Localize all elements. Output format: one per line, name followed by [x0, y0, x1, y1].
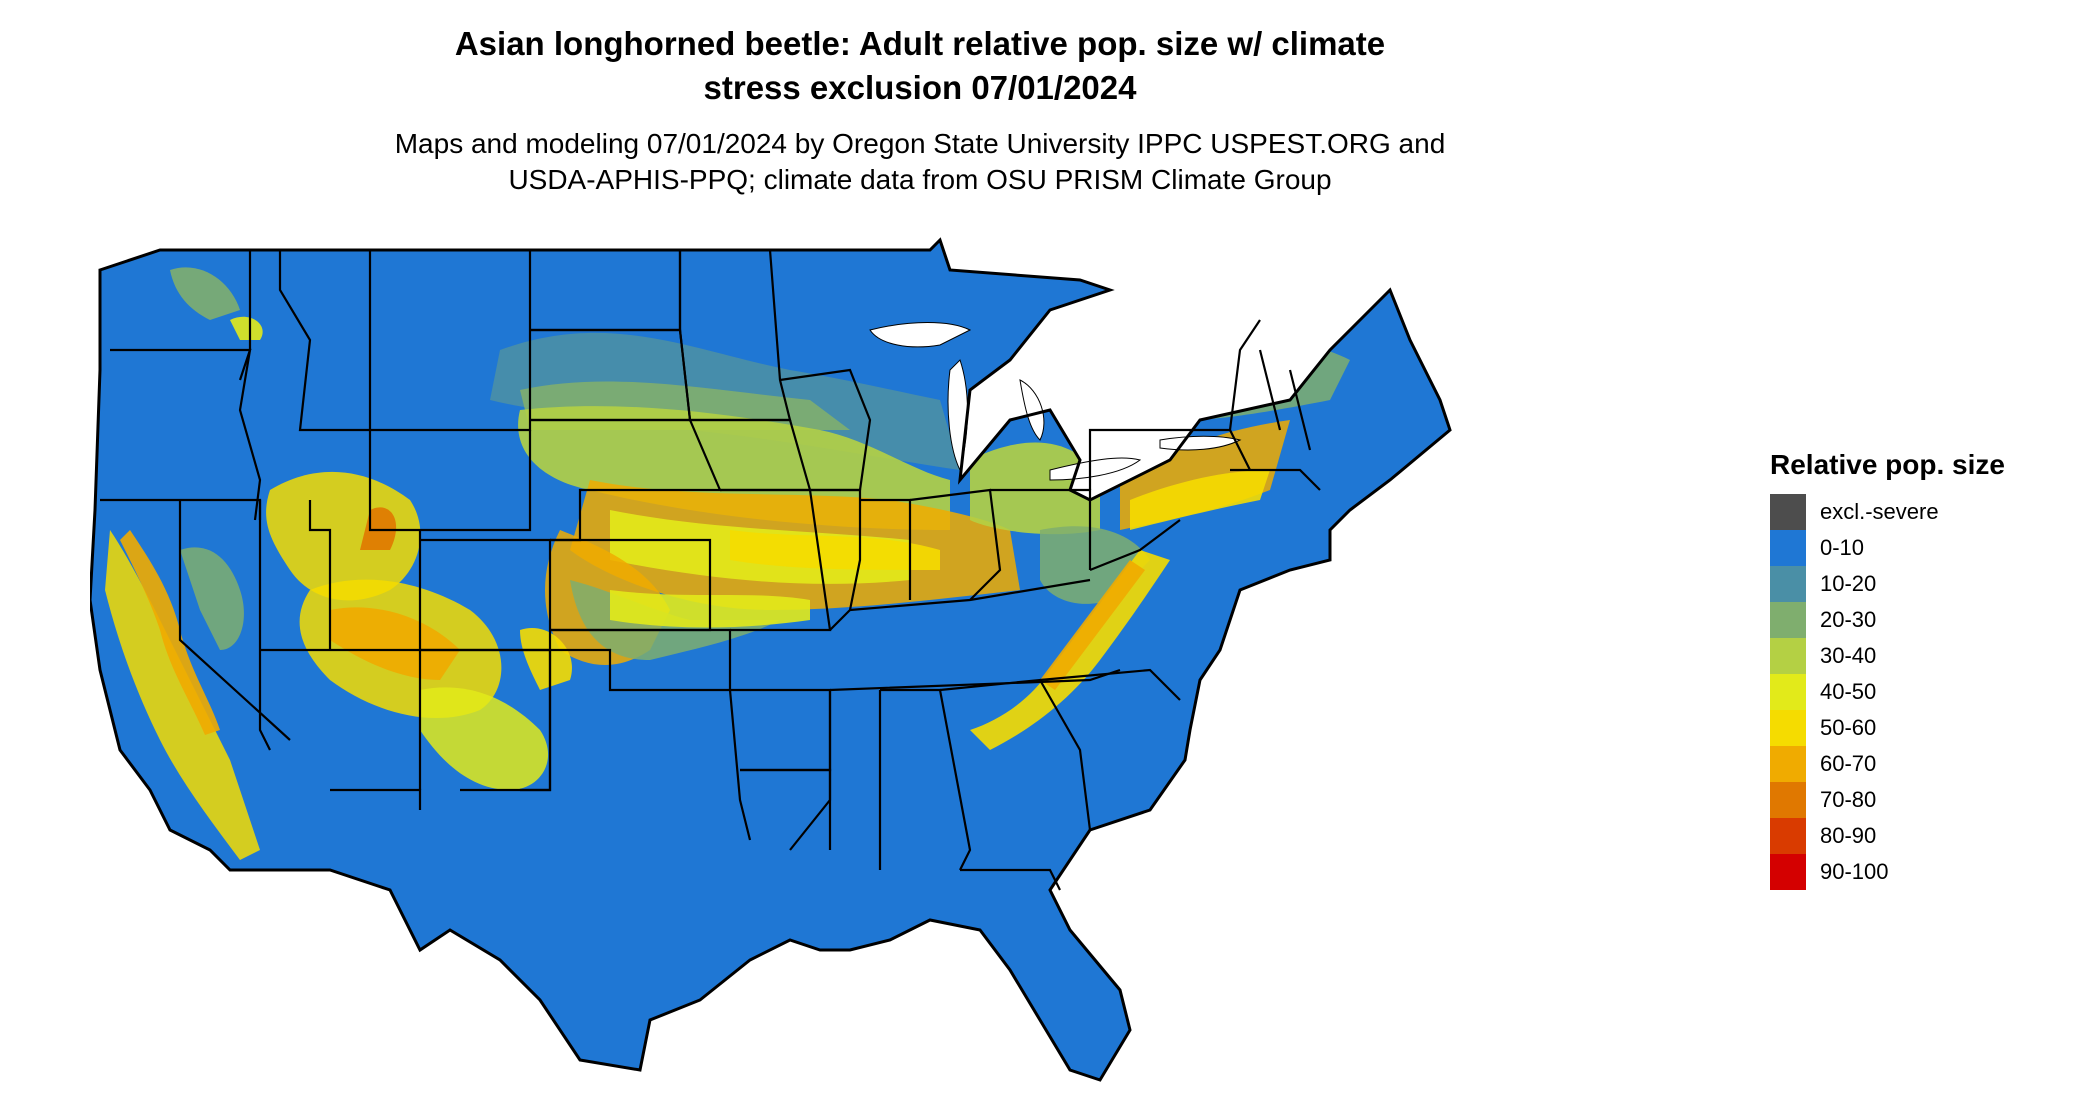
legend-swatch: [1770, 746, 1806, 782]
legend-swatch: [1770, 494, 1806, 530]
map-title-line-1: Asian longhorned beetle: Adult relative …: [454, 25, 1386, 62]
legend-label: 20-30: [1820, 607, 1877, 632]
legend-swatch: [1770, 854, 1806, 890]
map-subtitle: Maps and modeling 07/01/2024 by Oregon S…: [0, 126, 1840, 198]
legend-item: 40-50: [1770, 674, 2005, 710]
legend-swatch: [1770, 674, 1806, 710]
legend-label: 10-20: [1820, 571, 1877, 596]
legend-label: 50-60: [1820, 715, 1877, 740]
legend-swatch: [1770, 566, 1806, 602]
legend-item: 0-10: [1770, 530, 2005, 566]
legend-items: excl.-severe 0-10 10-20 20-30 30-40 40-50 50-6…: [1770, 494, 2005, 890]
legend-swatch: [1770, 602, 1806, 638]
state-borders: [100, 248, 1321, 891]
map-title: Asian longhorned beetle: Adult relative …: [0, 22, 1840, 110]
legend-swatch: [1770, 818, 1806, 854]
legend-label: 40-50: [1820, 679, 1877, 704]
map-title-line-2: stress exclusion 07/01/2024: [703, 69, 1137, 106]
legend-item: 60-70: [1770, 746, 2005, 782]
legend-label: 30-40: [1820, 643, 1877, 668]
legend-item: 80-90: [1770, 818, 2005, 854]
map-subtitle-line-1: Maps and modeling 07/01/2024 by Oregon S…: [394, 128, 1446, 159]
legend-item: 20-30: [1770, 602, 2005, 638]
legend-label: excl.-severe: [1820, 499, 1939, 524]
legend-label: 80-90: [1820, 823, 1877, 848]
map-subtitle-line-2: USDA-APHIS-PPQ; climate data from OSU PR…: [508, 164, 1332, 195]
legend-item: excl.-severe: [1770, 494, 2005, 530]
legend-item: 90-100: [1770, 854, 2005, 890]
legend-swatch: [1770, 782, 1806, 818]
legend-label: 0-10: [1820, 535, 1865, 560]
legend-swatch: [1770, 638, 1806, 674]
legend-swatch: [1770, 530, 1806, 566]
legend-label: 90-100: [1820, 859, 1889, 884]
legend-item: 50-60: [1770, 710, 2005, 746]
legend-title: Relative pop. size: [1770, 449, 2005, 480]
legend-label: 60-70: [1820, 751, 1877, 776]
legend-item: 30-40: [1770, 638, 2005, 674]
great-lakes: [869, 322, 1242, 481]
us-map: [90, 238, 1452, 1082]
legend-swatch: [1770, 710, 1806, 746]
legend-item: 70-80: [1770, 782, 2005, 818]
legend-label: 70-80: [1820, 787, 1877, 812]
legend: Relative pop. size excl.-severe 0-10 10-20…: [1770, 448, 2005, 890]
legend-item: 10-20: [1770, 566, 2005, 602]
